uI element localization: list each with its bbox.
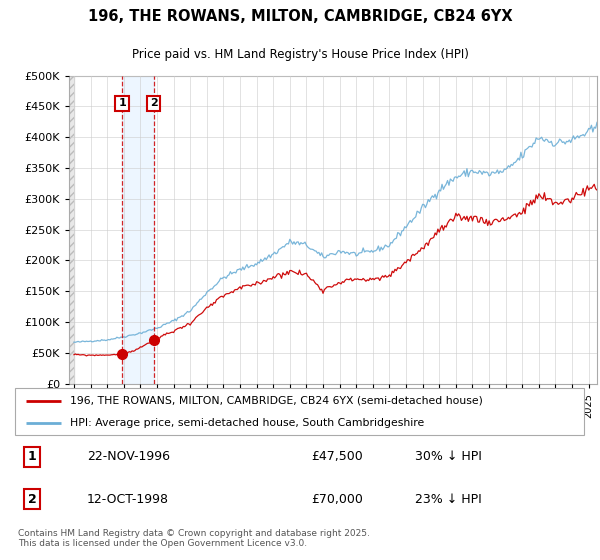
Text: £47,500: £47,500	[311, 450, 363, 463]
Text: 196, THE ROWANS, MILTON, CAMBRIDGE, CB24 6YX: 196, THE ROWANS, MILTON, CAMBRIDGE, CB24…	[88, 9, 512, 24]
Text: 196, THE ROWANS, MILTON, CAMBRIDGE, CB24 6YX (semi-detached house): 196, THE ROWANS, MILTON, CAMBRIDGE, CB24…	[70, 395, 482, 405]
Text: 23% ↓ HPI: 23% ↓ HPI	[415, 493, 482, 506]
Text: Price paid vs. HM Land Registry's House Price Index (HPI): Price paid vs. HM Land Registry's House …	[131, 48, 469, 61]
Bar	[69, 76, 74, 384]
Text: 12-OCT-1998: 12-OCT-1998	[87, 493, 169, 506]
Text: 22-NOV-1996: 22-NOV-1996	[87, 450, 170, 463]
Text: 30% ↓ HPI: 30% ↓ HPI	[415, 450, 482, 463]
Text: HPI: Average price, semi-detached house, South Cambridgeshire: HPI: Average price, semi-detached house,…	[70, 418, 424, 428]
Text: 1: 1	[118, 99, 126, 108]
Text: 1: 1	[28, 450, 37, 463]
Bar	[122, 76, 154, 384]
Text: Contains HM Land Registry data © Crown copyright and database right 2025.
This d: Contains HM Land Registry data © Crown c…	[18, 529, 370, 548]
Text: £70,000: £70,000	[311, 493, 364, 506]
FancyBboxPatch shape	[15, 389, 584, 435]
Text: 2: 2	[150, 99, 158, 108]
Bar	[69, 76, 74, 384]
Text: 2: 2	[28, 493, 37, 506]
